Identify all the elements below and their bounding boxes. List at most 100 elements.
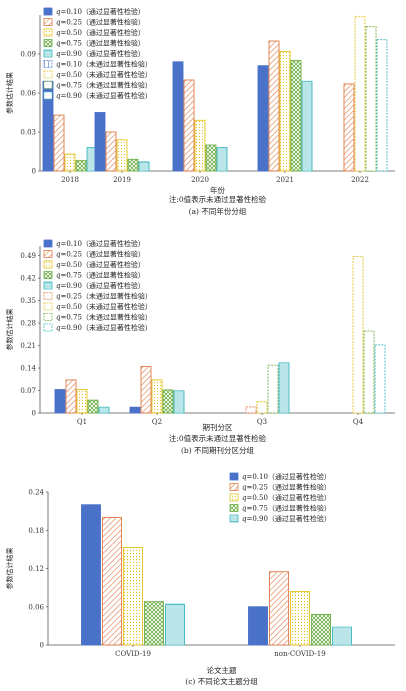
bar-2021-q0.10 [257,65,269,172]
legend-swatch [43,60,53,68]
y-tick-label: 0.03 [20,129,36,137]
bar-non-COVID-19-q0.25 [269,571,289,646]
bar-Q2-q0.10 [129,406,141,414]
bar-non-COVID-19-q0.90 [332,626,352,646]
legend-swatch [43,49,53,58]
bar-2022-q0.75 [365,26,377,172]
y-tick-label: 0.09 [20,51,36,59]
legend-label: q=0.10（未通过显著性检验） [56,60,152,69]
bar-2020-q0.10 [172,61,184,172]
bar-non-COVID-19-q0.75 [311,613,331,646]
legend-label: q=0.25（通过显著性检验） [242,483,331,492]
chart-caption: (a) 不同年份分组 [189,206,247,216]
legend-swatch [43,313,53,321]
legend-swatch [43,28,53,37]
y-tick-label: 0.24 [28,489,44,497]
bar-Q3-q0.90 [278,362,290,414]
x-tick-label: Q1 [77,418,87,426]
legend-label: q=0.10（通过显著性检验） [56,7,145,16]
bar-Q1-q0.10 [54,389,66,414]
legend-swatch [43,239,53,248]
bar-Q1-q0.90 [98,406,110,414]
bar-Q4-q0.90 [374,344,386,414]
bar-2020-q0.50 [194,119,206,172]
legend-swatch [229,514,239,523]
legend-swatch [43,18,53,26]
bar-2019-q0.75 [127,158,139,172]
x-tick-label: 2019 [113,176,131,184]
legend-swatch [43,39,53,47]
y-tick-label: 0 [40,642,44,650]
legend-label: q=0.10（通过显著性检验） [56,239,145,248]
y-tick-label: 0.49 [20,252,36,260]
y-axis-label: 参数估计结果 [5,72,14,114]
y-tick-label: 0.07 [20,387,36,395]
bar-non-COVID-19-q0.50 [290,591,310,646]
y-tick-label: 0.06 [28,603,44,611]
bar-Q1-q0.50 [76,389,88,414]
y-tick-label: 0.18 [28,527,44,535]
y-tick-label: 0.35 [20,297,36,305]
bar-2018-q0.25 [53,114,65,172]
legend-label: q=0.90（通过显著性检验） [56,281,145,290]
legend-swatch [43,250,53,258]
legend-label: q=0.75（通过显著性检验） [56,271,145,280]
legend-label: q=0.90（未通过显著性检验） [56,323,152,332]
x-tick-label: 2022 [351,176,369,184]
chart-panel-1: 0 0.03 0.06 0.09 参数估计结果 2018 2019 2020 2021 2022 q… [5,7,395,216]
bar-non-COVID-19-q0.10 [248,606,268,646]
legend-label: q=0.50（通过显著性检验） [56,28,145,37]
y-tick-label: 0.21 [20,342,36,350]
x-tick-label: Q3 [257,418,267,426]
bar-Q4-q0.75 [363,330,375,414]
legend-swatch [43,70,53,79]
chart-caption: (b) 不同期刊分区分组 [181,445,255,455]
y-tick-label: 0.14 [20,365,36,373]
bar-2022-q0.25 [343,83,355,172]
legend-label: q=0.50（未通过显著性检验） [56,302,152,311]
legend-label: q=0.50（未通过显著性检验） [56,70,152,79]
bar-2019-q0.50 [116,139,128,172]
bar-2018-q0.50 [64,153,76,172]
bar-Q3-q0.75 [267,364,279,414]
y-axis-label: 参数估计结果 [5,309,14,351]
chart-panel-2: 0 0.07 0.14 0.21 0.28 0.35 0.42 0.49 参数估计结果 Q1 Q2 Q… [5,239,395,455]
legend-swatch [43,302,53,311]
bar-2021-q0.90 [301,80,313,172]
legend-swatch [43,323,53,332]
legend-swatch [43,81,53,89]
legend-swatch [229,472,239,481]
bar-2018-q0.75 [75,160,87,172]
x-tick-label: non-COVID-19 [274,650,325,658]
bar-COVID-19-q0.10 [81,504,101,646]
bar-2020-q0.75 [205,144,217,172]
bar-2021-q0.50 [279,50,291,172]
bar-2021-q0.75 [290,60,302,172]
x-tick-label: COVID-19 [115,650,151,658]
bar-Q2-q0.75 [162,389,174,414]
bar-2019-q0.25 [105,131,117,172]
legend-label: q=0.90（未通过显著性检验） [56,91,152,100]
legend-swatch [229,504,239,512]
legend-swatch [229,493,239,502]
bar-Q3-q0.25 [245,406,257,414]
legend-label: q=0.75（未通过显著性检验） [56,313,152,322]
legend-swatch [43,7,53,16]
x-tick-label: 2021 [276,176,294,184]
legend-label: q=0.25（未通过显著性检验） [56,292,152,301]
legend-label: q=0.50（通过显著性检验） [242,493,331,502]
y-tick-label: 0 [32,168,36,176]
y-tick-label: 0.42 [20,275,36,283]
legend-label: q=0.10（通过显著性检验） [242,472,331,481]
legend-label: q=0.25（通过显著性检验） [56,250,145,259]
legend-label: q=0.90（通过显著性检验） [56,49,145,58]
y-tick-label: 0.06 [20,90,36,98]
x-tick-label: Q4 [353,418,364,426]
bar-COVID-19-q0.90 [165,603,185,646]
bar-Q4-q0.50 [352,256,364,414]
bar-2021-q0.25 [268,40,280,172]
legend-label: q=0.75（通过显著性检验） [242,504,331,513]
bar-2022-q0.90 [376,39,388,172]
bar-Q2-q0.90 [173,390,185,414]
